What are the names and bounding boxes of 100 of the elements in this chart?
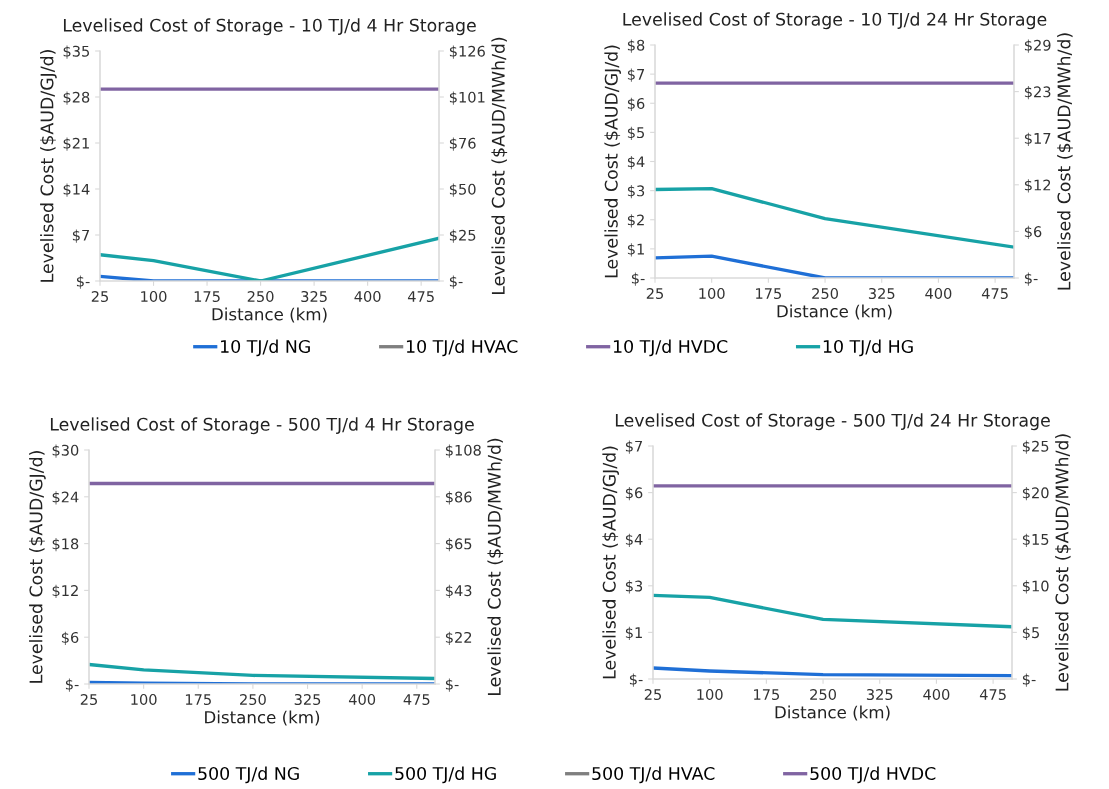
y-tick-label: $18: [52, 538, 79, 552]
x-tick-label: 475: [403, 694, 430, 706]
y2-tick-label: $50: [449, 183, 476, 197]
line-series: [653, 593, 1012, 629]
y2-tick-label: $-: [449, 275, 463, 289]
y2-axis-title: Levelised Cost ($AUD/MWh/d): [491, 37, 508, 295]
x-tick-label: 400: [925, 287, 952, 300]
y-tick-label: $-: [76, 275, 90, 289]
y-tick-label: $6: [625, 487, 643, 501]
y-axis-title: Levelised Cost ($AUD/GJ/d): [602, 446, 620, 679]
y-tick-label: $4: [625, 533, 643, 547]
x-tick-label: 25: [80, 693, 97, 706]
x-tick-label: 475: [407, 291, 434, 303]
y2-tick-label: $15: [1022, 533, 1049, 547]
x-tick-label: 400: [354, 290, 381, 303]
chart-title: Levelised Cost of Storage - 500 TJ/d 4 Hr Storage: [50, 417, 474, 435]
y2-tick-label: $5: [1022, 626, 1040, 641]
legend-label: 10 TJ/d NG: [221, 339, 310, 357]
y-tick-label: $14: [63, 183, 90, 197]
x-tick-label: 325: [294, 693, 321, 706]
y2-tick-label: $23: [1024, 86, 1051, 100]
y2-tick-label: $12: [1024, 179, 1051, 193]
chart-title: Levelised Cost of Storage - 10 TJ/d 4 Hr Storage: [63, 18, 476, 36]
chart-title: Levelised Cost of Storage - 500 TJ/d 24 Hr Storage: [615, 413, 1050, 431]
x-tick-label: 175: [756, 288, 782, 300]
y-tick-label: $5: [627, 126, 644, 141]
y-tick-label: $7: [625, 440, 643, 454]
x-tick-label: 25: [644, 688, 661, 701]
y-tick-label: $-: [629, 673, 643, 687]
legend-label: 10 TJ/d HVAC: [406, 339, 518, 357]
x-tick-label: 175: [194, 291, 220, 303]
y2-tick-label: $76: [449, 137, 476, 151]
y-tick-label: $12: [52, 584, 78, 599]
x-tick-label: 175: [185, 694, 211, 706]
y2-tick-label: $17: [1024, 132, 1051, 146]
y2-tick-label: $22: [445, 631, 472, 645]
x-tick-label: 25: [91, 290, 108, 303]
y2-tick-label: $86: [445, 491, 472, 505]
legend-label: 500 TJ/d HVDC: [810, 766, 936, 784]
y2-tick-label: $20: [1022, 487, 1049, 501]
y-axis-title: Levelised Cost ($AUD/GJ/d): [40, 50, 57, 282]
chart-title: Levelised Cost of Storage - 10 TJ/d 24 Hr Storage: [623, 12, 1047, 30]
y-tick-label: $6: [627, 97, 645, 111]
x-tick-label: 25: [646, 287, 663, 300]
legend-label: 10 TJ/d HVDC: [613, 339, 728, 357]
x-tick-label: 325: [866, 688, 893, 701]
x-tick-label: 250: [247, 290, 274, 303]
y-tick-label: $28: [63, 91, 90, 105]
x-tick-label: 250: [812, 287, 838, 300]
x-axis-title: Distance (km): [777, 304, 892, 320]
y2-tick-label: $-: [1022, 673, 1036, 687]
y2-tick-label: $25: [1022, 440, 1049, 454]
y2-tick-label: $-: [1024, 272, 1038, 286]
x-tick-label: 100: [697, 688, 723, 701]
y-tick-label: $4: [627, 155, 645, 170]
x-tick-label: 325: [868, 287, 895, 300]
y2-tick-label: $108: [445, 444, 481, 458]
legend-label: 10 TJ/d HG: [823, 339, 913, 357]
y2-tick-label: $101: [449, 91, 485, 105]
y-tick-label: $1: [625, 626, 642, 641]
y-tick-label: $1: [627, 243, 644, 257]
y2-tick-label: $25: [449, 229, 476, 243]
legend-label: 500 TJ/d HVAC: [592, 766, 715, 784]
y-tick-label: $7: [72, 229, 90, 243]
x-axis-title: Distance (km): [205, 710, 320, 726]
y-axis-title: Levelised Cost ($AUD/GJ/d): [29, 451, 46, 683]
legend-label: 500 TJ/d NG: [198, 766, 299, 784]
y-tick-label: $21: [63, 137, 89, 151]
y-axis-title: Levelised Cost ($AUD/GJ/d): [604, 45, 622, 278]
x-tick-label: 175: [754, 689, 780, 701]
y-tick-label: $6: [61, 631, 79, 645]
x-tick-label: 325: [301, 290, 327, 303]
x-tick-label: 250: [240, 693, 266, 706]
x-axis-title: Distance (km): [775, 705, 890, 721]
x-tick-label: 100: [141, 290, 167, 303]
y-tick-label: $3: [627, 185, 645, 199]
y2-tick-label: $43: [445, 584, 472, 599]
line-series: [89, 662, 435, 681]
legend-label: 500 TJ/d HG: [395, 766, 496, 784]
y-tick-label: $7: [627, 68, 645, 82]
x-tick-label: 100: [131, 693, 157, 706]
y-tick-label: $30: [52, 444, 79, 458]
x-tick-label: 400: [923, 688, 950, 701]
y-tick-label: $3: [625, 580, 643, 594]
y2-tick-label: $6: [1024, 225, 1042, 240]
y-tick-label: $24: [52, 491, 79, 505]
x-tick-label: 100: [699, 287, 725, 300]
y-tick-label: $35: [63, 45, 89, 59]
x-tick-label: 475: [981, 288, 1008, 300]
y2-tick-label: $126: [449, 45, 485, 59]
y2-axis-title: Levelised Cost ($AUD/MWh/d): [487, 438, 504, 696]
y-tick-label: $-: [65, 678, 79, 692]
y2-tick-label: $-: [445, 678, 459, 692]
y2-axis-title: Levelised Cost ($AUD/MWh/d): [1057, 33, 1073, 290]
y2-tick-label: $65: [445, 538, 472, 552]
y-tick-label: $2: [627, 214, 644, 228]
x-axis-title: Distance (km): [212, 307, 327, 323]
x-tick-label: 400: [348, 693, 376, 706]
x-tick-label: 250: [810, 688, 836, 701]
y-tick-label: $-: [631, 272, 645, 286]
